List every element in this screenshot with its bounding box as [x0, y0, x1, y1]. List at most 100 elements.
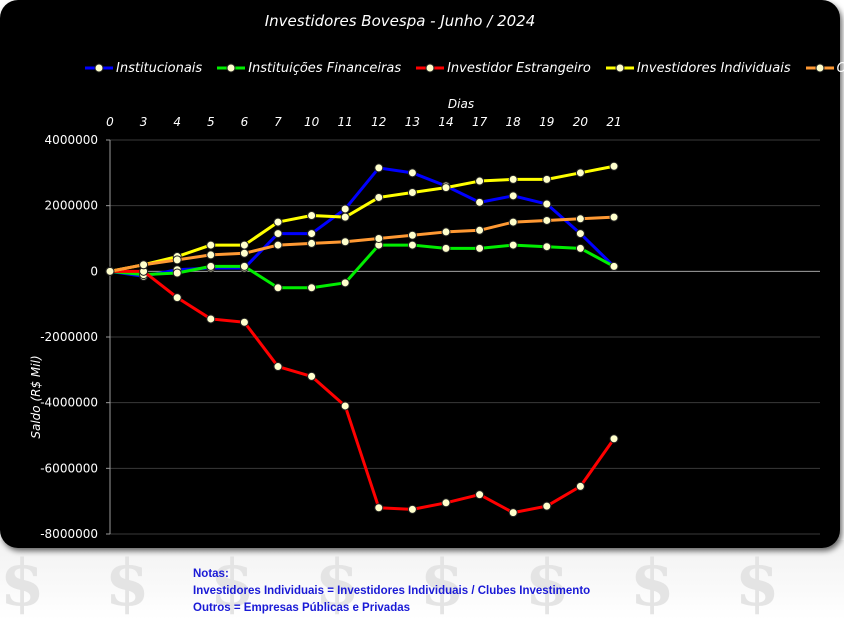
data-point — [340, 401, 350, 411]
data-point — [575, 481, 585, 491]
chart-title: Investidores Bovespa - Junho / 2024 — [264, 12, 536, 30]
data-point — [307, 238, 317, 248]
x-tick-label: 4 — [173, 115, 181, 129]
x-axis-title: Dias — [448, 97, 474, 111]
dollar-watermark-icon: $ — [0, 546, 45, 620]
x-tick-label: 3 — [140, 115, 148, 129]
line-chart: 4000000 2000000 0 -2000000 -4000000 -6000000 -… — [29, 97, 820, 541]
x-tick-label: 11 — [338, 115, 353, 129]
data-point — [441, 227, 451, 237]
x-tick-label: 12 — [371, 115, 386, 129]
legend-label: Institucionais — [116, 60, 203, 76]
data-point — [105, 266, 115, 276]
data-point — [273, 362, 283, 372]
dollar-watermark-icon: $ — [525, 546, 570, 620]
dollar-watermark-icon: $ — [735, 546, 780, 620]
data-point — [239, 248, 249, 258]
notes-line-individuais: Investidores Individuais = Investidores … — [193, 585, 591, 597]
legend-marker-icon — [805, 63, 834, 73]
legend-item: Investidor Estrangeiro — [415, 61, 591, 76]
notes-line-outros: Outros = Empresas Públicas e Privadas — [193, 602, 411, 614]
watermark-background: $ $ $ $ $ $ $ $ — [0, 540, 844, 620]
legend-marker-icon — [85, 63, 113, 73]
x-tick-label: 19 — [539, 115, 554, 129]
x-tick-label: 20 — [573, 115, 589, 129]
data-point — [508, 508, 518, 518]
data-point — [441, 183, 451, 193]
data-point — [475, 197, 485, 207]
data-point — [407, 168, 417, 178]
data-point — [575, 168, 585, 178]
data-point — [139, 260, 149, 270]
x-tick-label: 0 — [106, 115, 114, 129]
x-tick-label: 17 — [472, 115, 488, 129]
data-point — [206, 250, 216, 260]
data-point — [307, 283, 317, 293]
data-point — [508, 174, 518, 184]
data-point — [172, 268, 182, 278]
data-point — [340, 212, 350, 222]
data-point — [273, 283, 283, 293]
data-point — [542, 242, 552, 252]
data-point — [172, 293, 182, 303]
data-point — [273, 217, 283, 227]
dollar-watermark-icon: $ — [315, 546, 360, 620]
data-point — [508, 191, 518, 201]
data-point — [475, 225, 485, 235]
y-tick-label: 2000000 — [45, 199, 98, 213]
series-line — [109, 215, 615, 273]
data-point — [441, 243, 451, 253]
data-point — [609, 212, 619, 222]
dollar-watermark-icon: $ — [420, 546, 465, 620]
data-point — [609, 434, 619, 444]
y-tick-label: -8000000 — [40, 527, 98, 541]
y-tick-label: -6000000 — [40, 461, 98, 475]
x-tick-label: 6 — [241, 115, 249, 129]
x-tick-label: 14 — [438, 115, 453, 129]
data-point — [340, 204, 350, 214]
data-point — [374, 234, 384, 243]
data-point — [206, 240, 216, 250]
series-line — [109, 164, 615, 273]
data-point — [542, 174, 552, 184]
x-tick-label: 13 — [405, 115, 420, 129]
legend-marker-icon — [217, 63, 246, 73]
legend-item: Investidores Individuais — [605, 61, 791, 76]
data-point — [407, 504, 417, 514]
data-point — [475, 243, 485, 253]
data-point — [475, 490, 485, 500]
data-point — [206, 314, 216, 324]
data-point — [307, 211, 317, 221]
legend-label: Investidores Individuais — [636, 60, 791, 76]
legend-marker-icon — [416, 63, 445, 73]
data-point — [239, 317, 249, 327]
data-point — [609, 161, 619, 171]
y-tick-label: 0 — [90, 264, 98, 278]
data-point — [508, 217, 518, 227]
data-point — [374, 503, 384, 513]
data-point — [542, 501, 552, 511]
y-axis-title: Saldo (R$ Mil) — [29, 355, 43, 438]
data-point — [575, 243, 585, 253]
data-point — [407, 230, 417, 240]
dollar-watermark-icon: $ — [210, 546, 255, 620]
data-point — [273, 229, 283, 239]
series-line — [110, 269, 616, 515]
data-point — [575, 229, 585, 239]
notes-heading: Notas: — [193, 568, 229, 580]
y-tick-label: 4000000 — [45, 133, 98, 147]
dollar-watermark-icon: $ — [105, 546, 150, 620]
data-point — [374, 192, 384, 202]
legend-label: Outros — [837, 61, 844, 76]
legend-item: Institucionais — [84, 61, 202, 76]
data-point — [307, 229, 317, 239]
data-point — [374, 163, 384, 173]
data-point — [340, 237, 350, 247]
data-point — [609, 261, 619, 271]
chart-legend: Institucionais Instituições Financeiras In… — [84, 54, 844, 82]
y-tick-label: -2000000 — [40, 330, 98, 344]
data-point — [542, 215, 552, 225]
data-point — [239, 261, 249, 271]
data-point — [475, 176, 485, 186]
notes-block: Notas: Investidores Individuais = Invest… — [193, 566, 590, 617]
